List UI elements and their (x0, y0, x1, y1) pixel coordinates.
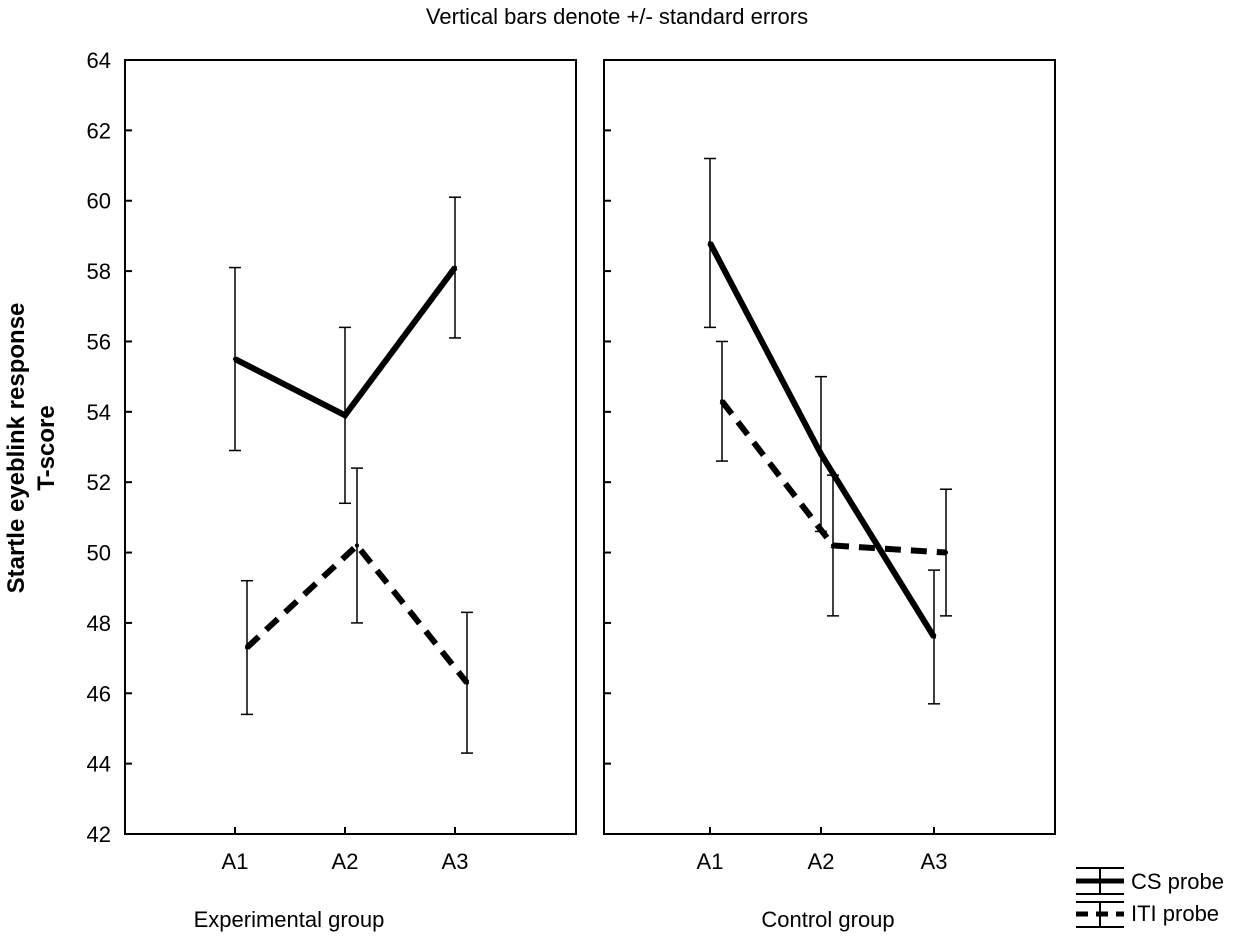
y-tick-label: 56 (87, 329, 111, 354)
y-tick-label: 58 (87, 259, 111, 284)
y-axis: 42 44 46 48 50 52 54 56 58 60 62 64 (87, 48, 611, 847)
data-point (819, 452, 823, 457)
y-tick-label: 60 (87, 189, 111, 214)
x-tick-label: A1 (697, 849, 724, 874)
legend-label-iti: ITI probe (1131, 901, 1219, 926)
y-tick-label: 42 (87, 822, 111, 847)
data-point (355, 543, 359, 548)
panel-experimental: A1 A2 A3 (222, 196, 473, 874)
panel-label-control: Control group (761, 907, 894, 932)
y-tick-label: 64 (87, 48, 111, 73)
y-axis-label: Startle eyeblink response (3, 303, 30, 594)
series-line-cs-probe (707, 241, 937, 639)
data-point (465, 680, 469, 685)
legend-label-cs: CS probe (1131, 869, 1224, 894)
x-tick-label: A3 (921, 849, 948, 874)
data-point (245, 645, 249, 650)
x-tick-label: A3 (442, 849, 469, 874)
y-tick-label: 44 (87, 752, 111, 777)
data-point (932, 634, 936, 639)
data-point (720, 399, 724, 404)
y-tick-label: 48 (87, 611, 111, 636)
legend: CS probe ITI probe (1076, 867, 1224, 928)
y-tick-label: 54 (87, 400, 111, 425)
x-tick-label: A1 (222, 849, 249, 874)
chart-title: Vertical bars denote +/- standard errors (426, 4, 808, 29)
panel-experimental-frame (124, 59, 577, 835)
data-point (944, 550, 948, 555)
data-point (708, 240, 712, 245)
y-axis-label-unit: T-score (33, 405, 60, 490)
x-tick-label: A2 (332, 849, 359, 874)
y-tick-label: 46 (87, 681, 111, 706)
y-tick-label: 50 (87, 541, 111, 566)
panel-control: A1 A2 A3 (697, 157, 952, 874)
x-tick-label: A2 (808, 849, 835, 874)
panel-control-frame (603, 59, 1056, 835)
series-line-iti-probe (244, 541, 470, 685)
data-point (233, 357, 237, 362)
data-point (453, 265, 457, 270)
data-point (831, 543, 835, 548)
panel-label-experimental: Experimental group (194, 907, 385, 932)
y-tick-label: 52 (87, 470, 111, 495)
data-point (343, 413, 347, 418)
y-tick-label: 62 (87, 118, 111, 143)
